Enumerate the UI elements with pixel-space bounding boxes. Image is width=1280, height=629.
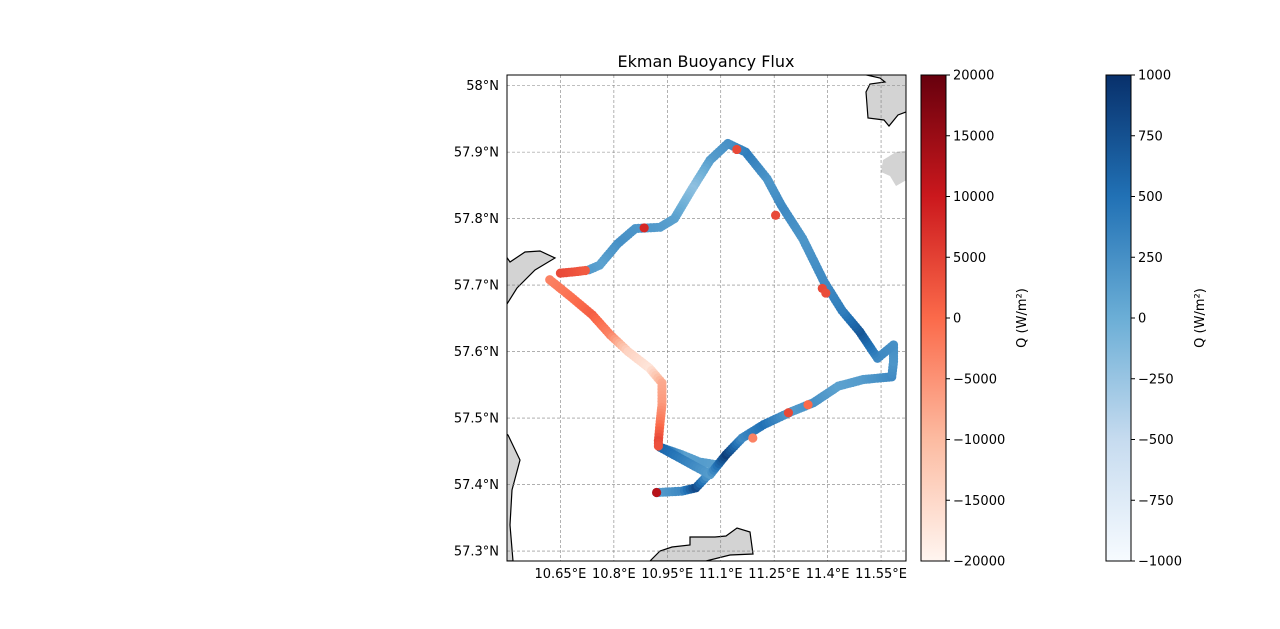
colorbar-reds-ticks: −20000 −15000 −10000 −5000 0 5000 10000 15000 20… bbox=[946, 69, 1005, 570]
colorbar-tick-label: 250 bbox=[1138, 251, 1163, 266]
x-tick-label: 10.8°E bbox=[592, 567, 636, 582]
track-point bbox=[580, 265, 590, 276]
track-point bbox=[771, 210, 781, 220]
y-tick-label: 58°N bbox=[466, 79, 499, 94]
colorbar-reds-label: Q (W/m²) bbox=[1015, 288, 1030, 348]
x-tick-label: 11.4°E bbox=[806, 567, 850, 582]
colorbar-tick-label: 10000 bbox=[953, 190, 994, 205]
track-point bbox=[653, 441, 664, 451]
y-tick-label: 57.3°N bbox=[454, 545, 499, 560]
x-tick-label: 11.55°E bbox=[855, 567, 907, 582]
colorbar-blues-label: Q (W/m²) bbox=[1193, 288, 1208, 348]
land-west-lower bbox=[507, 433, 521, 561]
colorbar-tick-label: 750 bbox=[1138, 129, 1163, 144]
track-point bbox=[652, 487, 662, 498]
colorbar-tick-label: 15000 bbox=[953, 129, 994, 144]
ship-track bbox=[545, 138, 899, 498]
track-point bbox=[821, 288, 831, 298]
colorbar-tick-label: −500 bbox=[1138, 433, 1174, 448]
land-northeast bbox=[863, 75, 906, 127]
colorbar-tick-label: −15000 bbox=[953, 494, 1005, 509]
track-point bbox=[639, 223, 649, 233]
colorbar-tick-label: 500 bbox=[1138, 190, 1163, 205]
land-south bbox=[649, 527, 754, 561]
track-point bbox=[803, 400, 813, 410]
colorbar-reds: −20000 −15000 −10000 −5000 0 5000 10000 15000 20… bbox=[920, 69, 1030, 570]
colorbar-tick-label: −750 bbox=[1138, 494, 1174, 509]
colorbar-blues: −1000 −750 −500 −250 0 250 500 750 1000 Q (W/m²) bbox=[1105, 69, 1208, 570]
colorbar-tick-label: 5000 bbox=[953, 251, 986, 266]
colorbar-tick-label: 0 bbox=[953, 312, 961, 327]
track-point bbox=[732, 144, 742, 155]
y-tick-label: 57.5°N bbox=[454, 412, 499, 427]
y-tick-label: 57.4°N bbox=[454, 478, 499, 493]
track-point bbox=[748, 433, 758, 443]
x-tick-label: 11.1°E bbox=[699, 567, 743, 582]
y-tick-label: 57.9°N bbox=[454, 146, 499, 161]
colorbar-blues-gradient bbox=[1105, 74, 1132, 562]
colorbar-blues-ticks: −1000 −750 −500 −250 0 250 500 750 1000 bbox=[1131, 69, 1182, 570]
longitude-ticks: 10.65°E 10.8°E 10.95°E 11.1°E 11.25°E 11.4°E 1… bbox=[534, 567, 907, 582]
colorbar-tick-label: 1000 bbox=[1138, 69, 1171, 84]
colorbar-tick-label: 0 bbox=[1138, 312, 1146, 327]
y-tick-label: 57.7°N bbox=[454, 279, 499, 294]
map-frame bbox=[506, 74, 907, 562]
map-gridlines bbox=[507, 75, 906, 561]
track-point bbox=[783, 408, 794, 418]
y-tick-label: 57.6°N bbox=[454, 345, 499, 360]
colorbar-tick-label: −10000 bbox=[953, 433, 1005, 448]
colorbar-reds-gradient bbox=[920, 74, 947, 562]
chart-title: Ekman Buoyancy Flux bbox=[618, 52, 795, 71]
colorbar-tick-label: −250 bbox=[1138, 372, 1174, 387]
x-tick-label: 11.25°E bbox=[748, 567, 800, 582]
colorbar-tick-label: −1000 bbox=[1138, 555, 1182, 570]
y-tick-label: 57.8°N bbox=[454, 212, 499, 227]
x-tick-label: 10.95°E bbox=[641, 567, 693, 582]
colorbar-tick-label: −5000 bbox=[953, 372, 997, 387]
colorbar-tick-label: 20000 bbox=[953, 69, 994, 84]
land-east-islet bbox=[881, 150, 906, 186]
land-west-upper bbox=[507, 250, 557, 305]
latitude-ticks: 57.3°N 57.4°N 57.5°N 57.6°N 57.7°N 57.8°N 57.9… bbox=[454, 79, 499, 559]
x-tick-label: 10.65°E bbox=[534, 567, 586, 582]
colorbar-tick-label: −20000 bbox=[953, 555, 1005, 570]
